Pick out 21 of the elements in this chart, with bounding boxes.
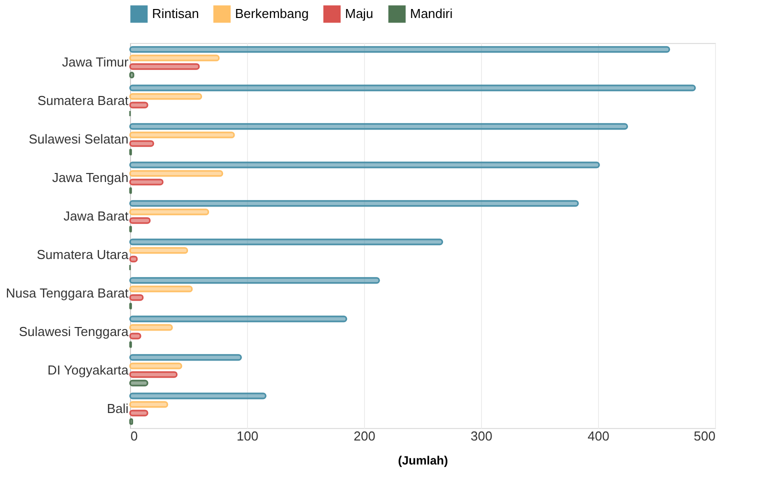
y-tick-label: Jawa Tengah [52,170,128,185]
y-tick-label: Jawa Timur [62,54,130,70]
y-tick-label: Sulawesi Selatan [28,131,128,146]
legend-label: Mandiri [410,6,453,22]
x-tick-label: 500 [694,428,716,444]
x-axis-title: (Jumlah) [398,454,448,468]
x-tick-label: 400 [588,428,610,444]
y-tick-label: Nusa Tenggara Barat [6,285,129,300]
x-tick-label: 100 [236,428,258,444]
y-tick-label: Sulawesi Tenggara [18,324,130,339]
y-tick-label: DI Yogyakarta [48,362,130,378]
y-tick-label: Sumatera Barat [37,92,129,108]
x-tick-label: 200 [354,428,376,444]
legend-label: Maju [345,6,374,22]
y-tick-label: Sumatera Utara [36,246,130,262]
legend-label: Rintisan [152,6,199,22]
x-tick-label: 300 [470,428,492,444]
x-tick-label: 0 [130,428,138,444]
y-tick-label: Jawa Barat [63,208,129,224]
y-tick-label: Bali [106,400,129,416]
legend-label: Berkembang [235,6,309,22]
